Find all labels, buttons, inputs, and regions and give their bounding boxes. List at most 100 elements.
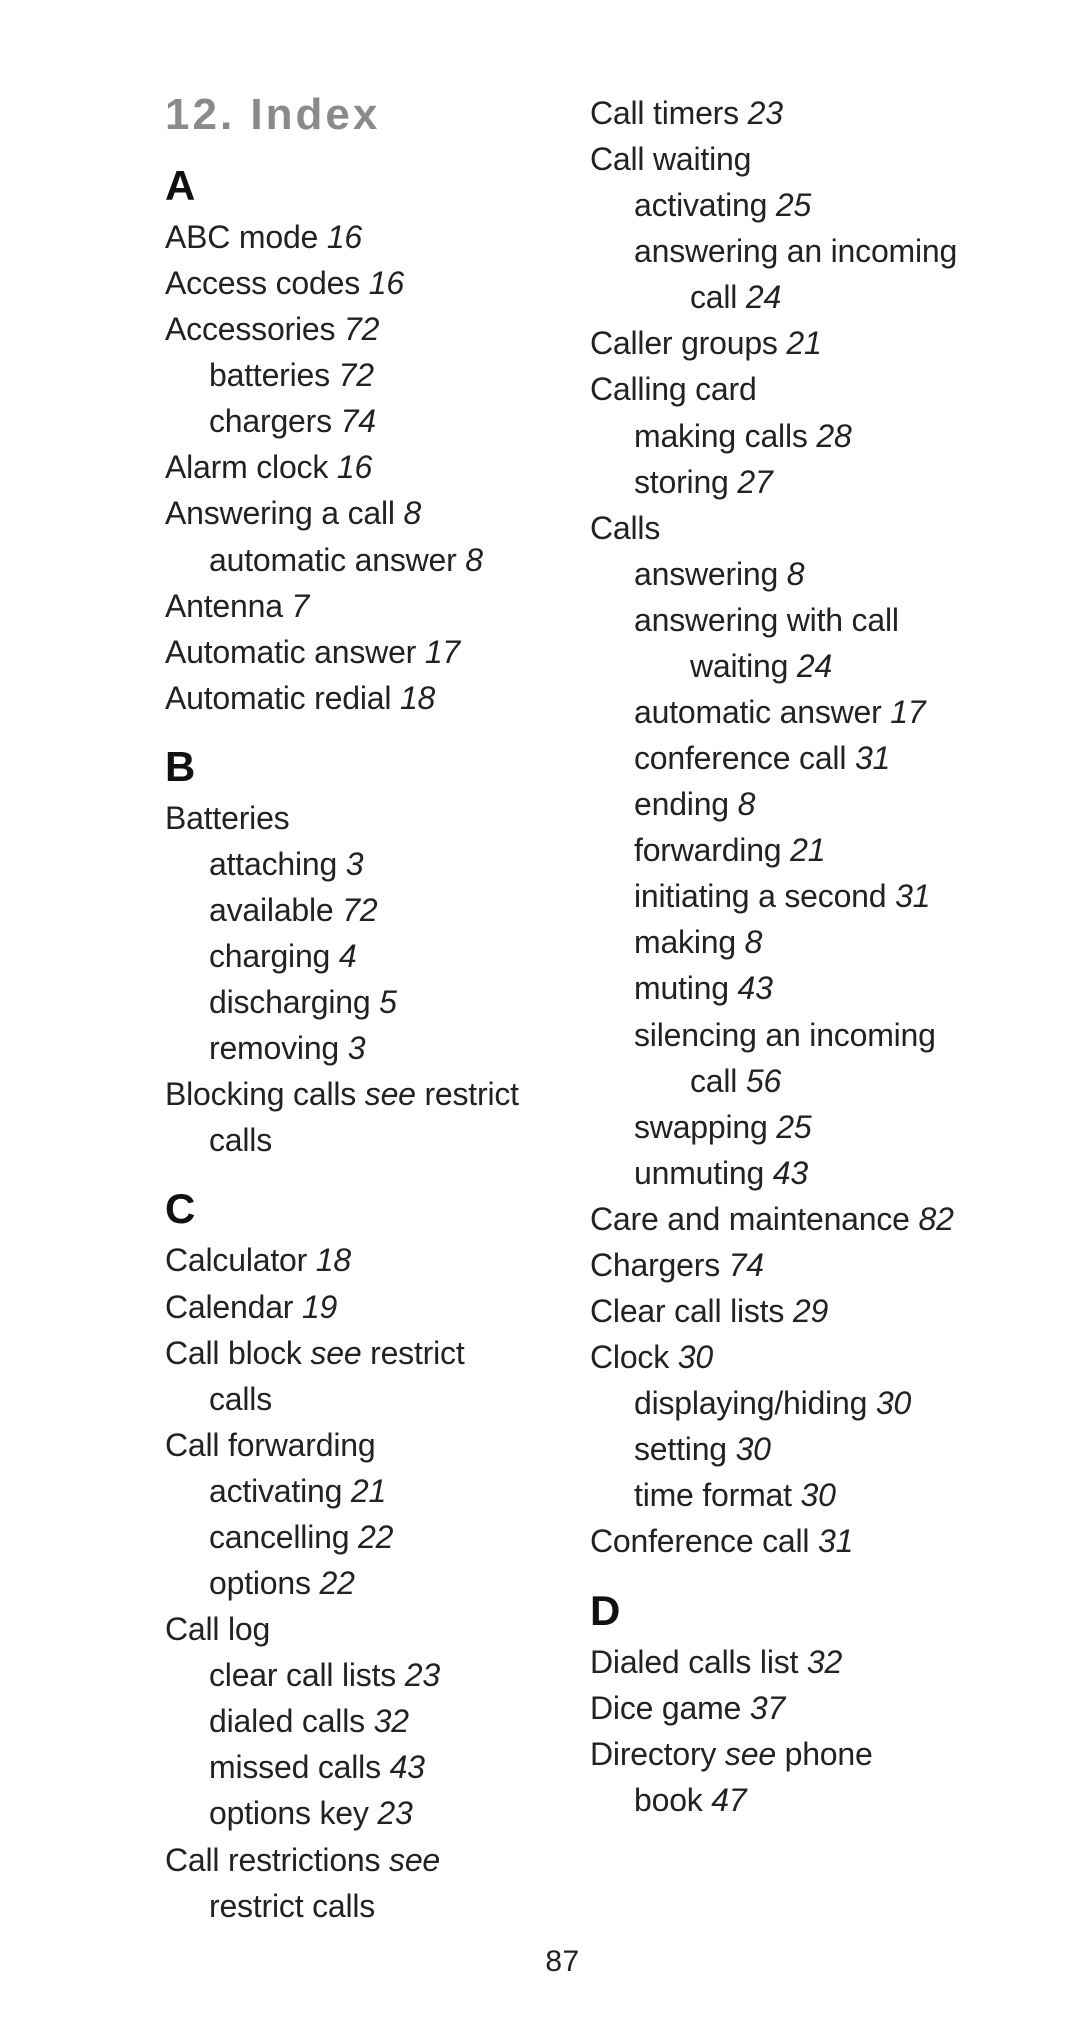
chapter-title: 12. Index <box>165 90 535 140</box>
entry-text: making calls <box>634 418 816 454</box>
see-reference: see <box>725 1736 776 1772</box>
page-ref: 28 <box>816 418 851 454</box>
index-entry: Conference call 31 <box>590 1518 960 1564</box>
right-column: Call timers 23Call waitingactivating 25a… <box>590 90 960 1945</box>
index-entry: Alarm clock 16 <box>165 444 535 490</box>
index-entry: removing 3 <box>165 1025 535 1071</box>
index-entry: Automatic redial 18 <box>165 675 535 721</box>
page-ref: 74 <box>729 1247 764 1283</box>
page-ref: 8 <box>738 786 756 822</box>
entry-text: answering <box>634 556 787 592</box>
entry-text: setting <box>634 1431 736 1467</box>
entry-text: ABC mode <box>165 219 327 255</box>
index-entry: swapping 25 <box>590 1104 960 1150</box>
entry-text: clear call lists <box>209 1657 405 1693</box>
index-entry: waiting 24 <box>590 643 960 689</box>
page-ref: 22 <box>319 1565 354 1601</box>
index-entry: restrict calls <box>165 1883 535 1929</box>
entry-text: automatic answer <box>634 694 890 730</box>
index-entry: making calls 28 <box>590 413 960 459</box>
index-letter: D <box>590 1587 960 1635</box>
index-entry: cancelling 22 <box>165 1514 535 1560</box>
index-entry: options 22 <box>165 1560 535 1606</box>
entry-tail: restrict <box>416 1076 519 1112</box>
entry-text: answering an incoming <box>634 233 957 269</box>
page-ref: 31 <box>855 740 890 776</box>
index-entry: Batteries <box>165 795 535 841</box>
entry-text: ending <box>634 786 738 822</box>
page-ref: 21 <box>790 832 825 868</box>
entry-text: answering with call <box>634 602 899 638</box>
see-reference: see <box>389 1842 440 1878</box>
entry-text: batteries <box>209 357 339 393</box>
page-ref: 30 <box>736 1431 771 1467</box>
entry-text: dialed calls <box>209 1703 374 1739</box>
entry-text: chargers <box>209 403 341 439</box>
entry-text: muting <box>634 970 738 1006</box>
page-ref: 29 <box>793 1293 828 1329</box>
index-entry: Calendar 19 <box>165 1284 535 1330</box>
index-entry: displaying/hiding 30 <box>590 1380 960 1426</box>
entry-text: Call forwarding <box>165 1427 375 1463</box>
entry-text: storing <box>634 464 737 500</box>
index-entry: Calling card <box>590 366 960 412</box>
index-entry: batteries 72 <box>165 352 535 398</box>
index-entry: ABC mode 16 <box>165 214 535 260</box>
entry-text: Call timers <box>590 95 748 131</box>
page-ref: 17 <box>425 634 460 670</box>
index-entry: discharging 5 <box>165 979 535 1025</box>
entry-text: Call log <box>165 1611 270 1647</box>
page-ref: 5 <box>379 984 397 1020</box>
entry-text: restrict calls <box>209 1888 375 1924</box>
index-entry: Accessories 72 <box>165 306 535 352</box>
page-ref: 8 <box>404 495 422 531</box>
entry-text: Conference call <box>590 1523 818 1559</box>
entry-text: Call block <box>165 1335 310 1371</box>
entry-text: cancelling <box>209 1519 358 1555</box>
entry-text: Alarm clock <box>165 449 337 485</box>
index-entry: Call timers 23 <box>590 90 960 136</box>
entry-text: discharging <box>209 984 379 1020</box>
entry-text: waiting <box>690 648 797 684</box>
entry-text: forwarding <box>634 832 790 868</box>
page-ref: 24 <box>746 279 781 315</box>
entry-text: unmuting <box>634 1155 773 1191</box>
index-entry: answering an incoming <box>590 228 960 274</box>
page-ref: 43 <box>773 1155 808 1191</box>
index-entry: answering with call <box>590 597 960 643</box>
entry-text: charging <box>209 938 339 974</box>
entry-text: Calendar <box>165 1289 302 1325</box>
entry-text: conference call <box>634 740 855 776</box>
index-entry: dialed calls 32 <box>165 1698 535 1744</box>
page-ref: 30 <box>876 1385 911 1421</box>
index-entry: Caller groups 21 <box>590 320 960 366</box>
entry-text: Chargers <box>590 1247 729 1283</box>
entry-text: Dialed calls list <box>590 1644 807 1680</box>
page-ref: 30 <box>801 1477 836 1513</box>
index-entry: Chargers 74 <box>590 1242 960 1288</box>
index-entry: storing 27 <box>590 459 960 505</box>
entry-text: Clear call lists <box>590 1293 793 1329</box>
entry-text: making <box>634 924 745 960</box>
index-entry: Call forwarding <box>165 1422 535 1468</box>
index-entry: options key 23 <box>165 1790 535 1836</box>
page-ref: 47 <box>711 1782 746 1818</box>
page-ref: 32 <box>374 1703 409 1739</box>
index-entry: making 8 <box>590 919 960 965</box>
entry-text: book <box>634 1782 711 1818</box>
entry-text: Batteries <box>165 800 289 836</box>
page-ref: 4 <box>339 938 357 974</box>
page-ref: 27 <box>737 464 772 500</box>
page-ref: 17 <box>890 694 925 730</box>
page-ref: 72 <box>339 357 374 393</box>
index-page: 12. Index AABC mode 16Access codes 16Acc… <box>0 0 1080 2039</box>
index-entry: ending 8 <box>590 781 960 827</box>
entry-text: automatic answer <box>209 542 465 578</box>
page-ref: 30 <box>678 1339 713 1375</box>
entry-text: Call waiting <box>590 141 751 177</box>
entry-text: options key <box>209 1795 377 1831</box>
page-ref: 43 <box>390 1749 425 1785</box>
page-ref: 8 <box>745 924 763 960</box>
page-ref: 72 <box>344 311 379 347</box>
entry-text: swapping <box>634 1109 776 1145</box>
